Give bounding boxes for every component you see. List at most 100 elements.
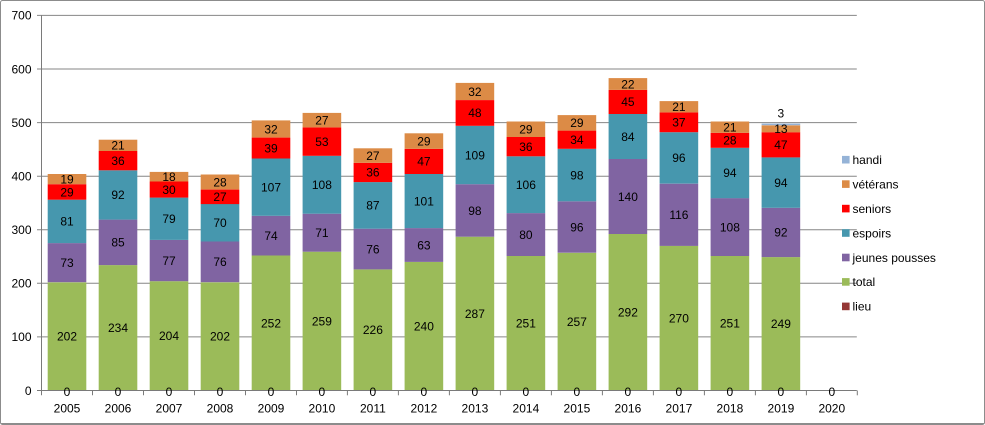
svg-text:107: 107 — [261, 180, 281, 194]
svg-text:32: 32 — [264, 122, 278, 136]
svg-text:22: 22 — [621, 77, 635, 91]
svg-text:200: 200 — [11, 277, 31, 291]
svg-text:204: 204 — [159, 329, 179, 343]
svg-text:249: 249 — [771, 317, 791, 331]
svg-text:92: 92 — [774, 226, 788, 240]
svg-text:0: 0 — [523, 385, 530, 399]
svg-text:0: 0 — [828, 385, 835, 399]
svg-text:251: 251 — [720, 317, 740, 331]
svg-text:espoirs: espoirs — [853, 226, 892, 240]
svg-text:259: 259 — [312, 314, 332, 328]
svg-text:0: 0 — [778, 385, 785, 399]
svg-text:0: 0 — [370, 385, 377, 399]
svg-text:total: total — [853, 275, 876, 289]
svg-text:vétérans: vétérans — [853, 177, 899, 191]
svg-text:53: 53 — [315, 135, 329, 149]
svg-text:27: 27 — [213, 190, 227, 204]
svg-text:18: 18 — [162, 170, 176, 184]
svg-text:0: 0 — [217, 385, 224, 399]
svg-text:2018: 2018 — [717, 402, 744, 416]
svg-text:0: 0 — [574, 385, 581, 399]
svg-text:63: 63 — [417, 238, 431, 252]
svg-text:251: 251 — [516, 317, 536, 331]
svg-text:94: 94 — [774, 176, 788, 190]
svg-text:101: 101 — [414, 194, 434, 208]
svg-text:70: 70 — [213, 216, 227, 230]
svg-text:2019: 2019 — [768, 402, 795, 416]
svg-text:0: 0 — [25, 384, 32, 398]
svg-text:21: 21 — [111, 139, 125, 153]
svg-text:2008: 2008 — [207, 402, 234, 416]
svg-text:73: 73 — [60, 256, 74, 270]
svg-text:30: 30 — [162, 183, 176, 197]
svg-text:28: 28 — [213, 175, 227, 189]
svg-text:0: 0 — [676, 385, 683, 399]
svg-text:0: 0 — [421, 385, 428, 399]
svg-text:292: 292 — [618, 306, 638, 320]
svg-text:2017: 2017 — [666, 402, 693, 416]
svg-text:74: 74 — [264, 229, 278, 243]
svg-text:27: 27 — [366, 149, 380, 163]
svg-text:106: 106 — [516, 178, 536, 192]
svg-text:29: 29 — [417, 134, 431, 148]
svg-text:2007: 2007 — [156, 402, 183, 416]
svg-text:39: 39 — [264, 141, 278, 155]
svg-text:85: 85 — [111, 236, 125, 250]
svg-text:81: 81 — [60, 215, 74, 229]
svg-text:3: 3 — [778, 107, 785, 121]
svg-text:36: 36 — [111, 154, 125, 168]
svg-text:2009: 2009 — [258, 402, 285, 416]
svg-text:2014: 2014 — [513, 402, 540, 416]
svg-text:28: 28 — [723, 134, 737, 148]
svg-text:0: 0 — [166, 385, 173, 399]
svg-text:287: 287 — [465, 307, 485, 321]
svg-text:2010: 2010 — [309, 402, 336, 416]
svg-text:252: 252 — [261, 316, 281, 330]
svg-text:96: 96 — [672, 151, 686, 165]
svg-text:87: 87 — [366, 199, 380, 213]
svg-text:2015: 2015 — [564, 402, 591, 416]
svg-text:400: 400 — [11, 170, 31, 184]
svg-text:84: 84 — [621, 130, 635, 144]
svg-text:0: 0 — [115, 385, 122, 399]
svg-text:92: 92 — [111, 188, 125, 202]
svg-text:270: 270 — [669, 312, 689, 326]
svg-text:96: 96 — [570, 220, 584, 234]
svg-text:36: 36 — [366, 166, 380, 180]
svg-text:2012: 2012 — [411, 402, 438, 416]
svg-text:handi: handi — [853, 153, 882, 167]
svg-text:116: 116 — [669, 208, 688, 222]
svg-text:140: 140 — [618, 190, 638, 204]
svg-text:0: 0 — [625, 385, 632, 399]
svg-text:77: 77 — [162, 254, 176, 268]
svg-text:0: 0 — [268, 385, 275, 399]
svg-text:98: 98 — [570, 168, 584, 182]
svg-text:21: 21 — [672, 100, 686, 114]
svg-text:34: 34 — [570, 133, 584, 147]
svg-text:32: 32 — [468, 85, 482, 99]
svg-text:108: 108 — [720, 220, 740, 234]
svg-text:36: 36 — [519, 140, 533, 154]
svg-text:300: 300 — [11, 223, 31, 237]
svg-text:2006: 2006 — [105, 402, 132, 416]
svg-text:500: 500 — [11, 116, 31, 130]
svg-text:234: 234 — [108, 321, 128, 335]
svg-text:29: 29 — [570, 116, 584, 130]
svg-text:240: 240 — [414, 320, 434, 334]
svg-text:21: 21 — [723, 120, 737, 134]
svg-text:29: 29 — [519, 123, 533, 137]
svg-text:0: 0 — [64, 385, 71, 399]
svg-text:2005: 2005 — [54, 402, 81, 416]
svg-text:2013: 2013 — [462, 402, 489, 416]
svg-text:jeunes pousses: jeunes pousses — [852, 251, 936, 265]
svg-text:seniors: seniors — [853, 202, 892, 216]
svg-text:47: 47 — [417, 155, 431, 169]
svg-text:100: 100 — [11, 330, 31, 344]
svg-text:lieu: lieu — [853, 300, 872, 314]
svg-text:257: 257 — [567, 315, 587, 329]
svg-text:80: 80 — [519, 228, 533, 242]
svg-text:48: 48 — [468, 106, 482, 120]
svg-text:45: 45 — [621, 95, 635, 109]
svg-text:13: 13 — [774, 122, 788, 136]
svg-text:29: 29 — [60, 185, 74, 199]
